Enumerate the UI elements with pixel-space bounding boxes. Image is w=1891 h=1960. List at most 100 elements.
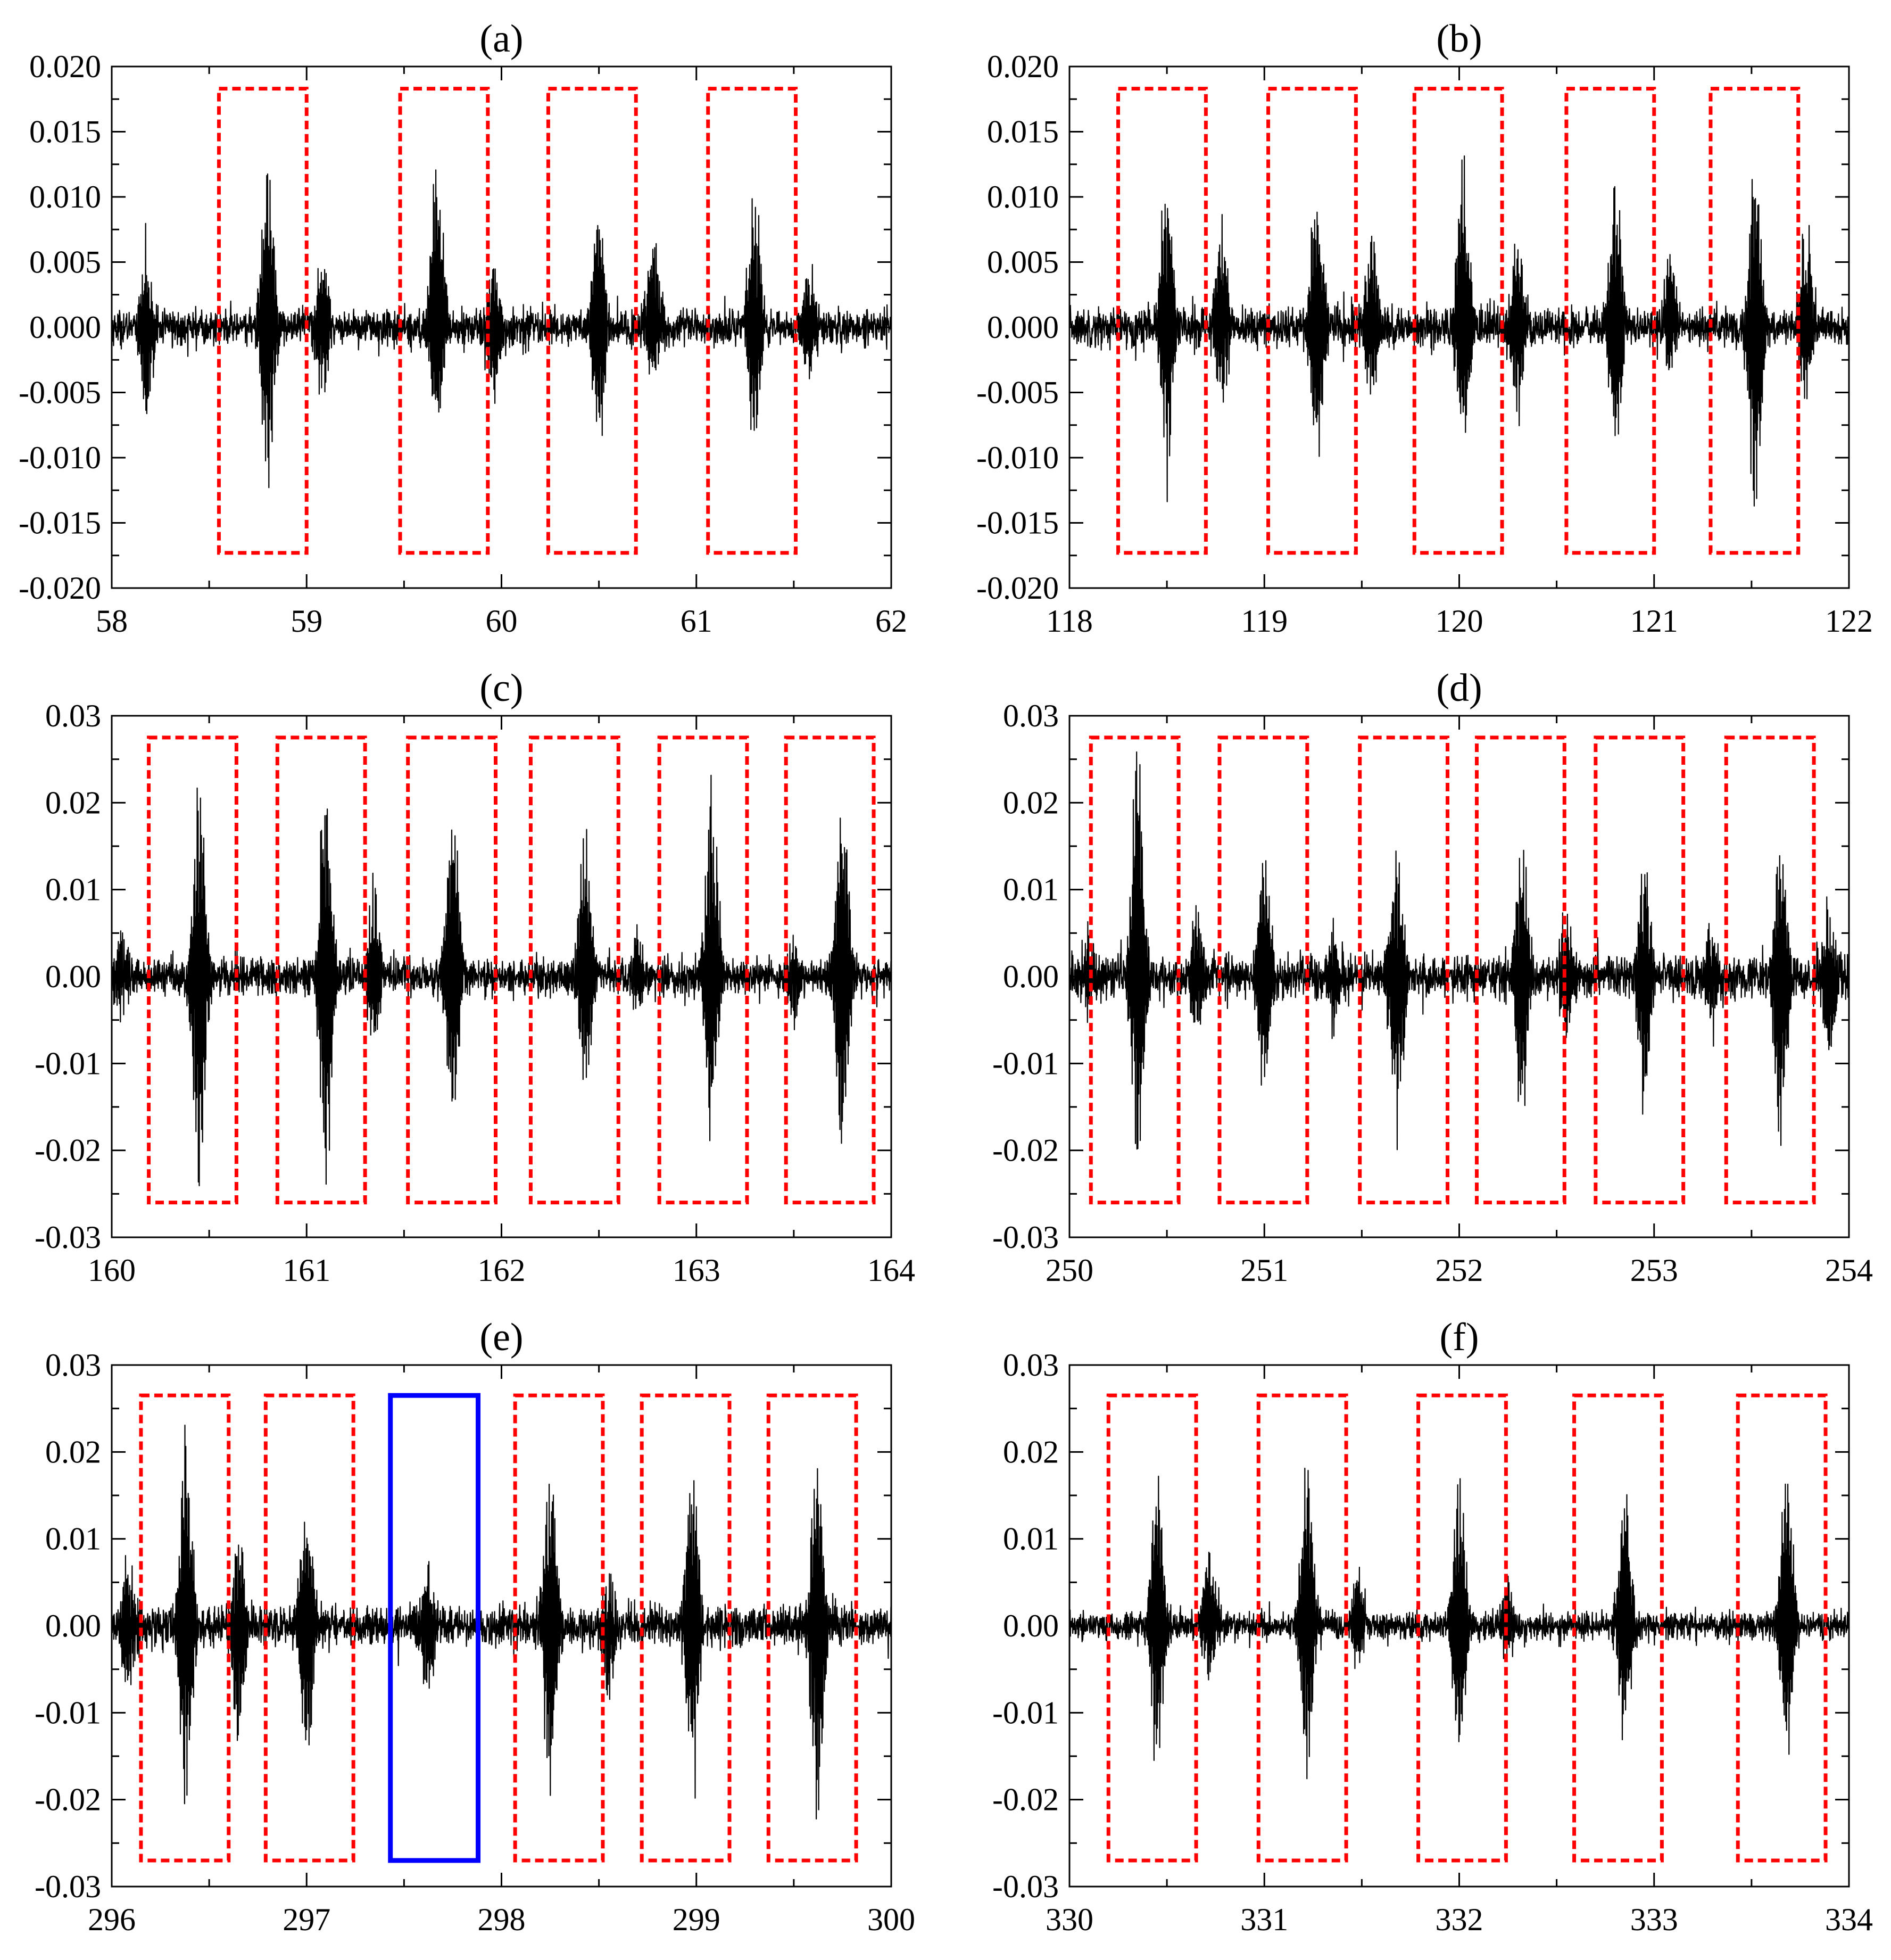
x-tick-label: 162 bbox=[478, 1253, 526, 1288]
highlight-box bbox=[546, 87, 638, 555]
highlight-box bbox=[1256, 1393, 1348, 1863]
panel-title: (a) bbox=[479, 17, 523, 61]
highlight-box bbox=[1474, 735, 1566, 1205]
x-tick-label: 296 bbox=[88, 1902, 136, 1937]
y-tick-label: 0.03 bbox=[45, 1347, 101, 1383]
y-tick-label: 0.010 bbox=[29, 179, 101, 214]
y-tick-label: -0.02 bbox=[992, 1133, 1059, 1168]
y-tick-label: -0.005 bbox=[19, 375, 101, 410]
y-tick-label: -0.02 bbox=[35, 1133, 101, 1168]
y-tick-label: -0.015 bbox=[19, 506, 101, 541]
highlight-box bbox=[1708, 87, 1801, 555]
panel-e: -0.03 -0.02 -0.01 0.00 0.01 0.02 0.03 296 297 298… bbox=[35, 1316, 915, 1937]
highlight-box bbox=[1594, 735, 1686, 1205]
y-tick-label: -0.010 bbox=[976, 440, 1059, 475]
y-tick-label: 0.01 bbox=[1003, 1521, 1059, 1557]
highlight-box bbox=[1106, 1393, 1198, 1863]
x-tick-label: 300 bbox=[867, 1902, 915, 1937]
y-tick-label: -0.03 bbox=[35, 1220, 101, 1255]
x-tick-label: 298 bbox=[478, 1902, 526, 1937]
highlight-box bbox=[275, 735, 367, 1205]
signal-trace bbox=[1068, 155, 1850, 507]
highlight-box bbox=[1089, 735, 1181, 1205]
x-tick-label: 334 bbox=[1825, 1902, 1873, 1937]
signal-trace bbox=[111, 1425, 892, 1820]
x-tick-label: 164 bbox=[867, 1253, 915, 1288]
highlight-box bbox=[766, 1393, 858, 1863]
y-tick-label: 0.005 bbox=[29, 245, 101, 280]
y-tick-label: 0.00 bbox=[45, 1608, 101, 1643]
highlight-box bbox=[706, 87, 798, 555]
x-tick-label: 60 bbox=[486, 603, 518, 639]
y-tick-label: -0.03 bbox=[992, 1869, 1059, 1904]
y-tick-label: -0.01 bbox=[992, 1695, 1059, 1730]
highlight-box bbox=[528, 735, 620, 1205]
y-tick-label: -0.015 bbox=[976, 506, 1059, 541]
y-tick-label: 0.00 bbox=[1003, 959, 1059, 994]
highlight-box bbox=[1116, 87, 1208, 555]
y-tick-label: -0.010 bbox=[19, 440, 101, 475]
highlight-box bbox=[1266, 87, 1358, 555]
y-tick-label: 0.02 bbox=[1003, 1434, 1059, 1469]
panel-d: -0.03 -0.02 -0.01 0.00 0.01 0.02 0.03 250 251 252… bbox=[992, 666, 1873, 1288]
highlight-box bbox=[1736, 1393, 1828, 1863]
x-tick-label: 333 bbox=[1630, 1902, 1678, 1937]
y-tick-label: 0.020 bbox=[29, 49, 101, 84]
y-tick-label: -0.01 bbox=[35, 1695, 101, 1730]
highlight-box bbox=[1416, 1393, 1508, 1863]
y-tick-label: -0.020 bbox=[19, 570, 101, 606]
signal-trace bbox=[1068, 751, 1850, 1151]
anomaly-box bbox=[388, 1393, 481, 1863]
x-tick-label: 253 bbox=[1630, 1253, 1678, 1288]
x-tick-label: 331 bbox=[1240, 1902, 1288, 1937]
highlight-box bbox=[139, 1393, 231, 1863]
signal-trace bbox=[1068, 1467, 1850, 1780]
y-tick-label: 0.010 bbox=[987, 179, 1059, 214]
x-tick-label: 297 bbox=[283, 1902, 330, 1937]
highlight-box bbox=[657, 735, 749, 1205]
x-tick-label: 161 bbox=[283, 1253, 330, 1288]
x-tick-label: 59 bbox=[291, 603, 322, 639]
panel-b: -0.020 -0.015 -0.010 -0.005 0.000 0.005 0.010 0… bbox=[976, 17, 1873, 639]
panel-a: -0.020 -0.015 -0.010 -0.005 0.000 0.005 0.010 0… bbox=[19, 17, 907, 639]
y-tick-label: 0.02 bbox=[45, 1434, 101, 1469]
x-tick-label: 299 bbox=[673, 1902, 720, 1937]
highlight-box bbox=[1412, 87, 1504, 555]
y-tick-label: -0.020 bbox=[976, 570, 1059, 606]
x-tick-label: 250 bbox=[1046, 1253, 1093, 1288]
x-tick-label: 61 bbox=[681, 603, 712, 639]
y-tick-label: 0.000 bbox=[29, 310, 101, 345]
highlight-box bbox=[1572, 1393, 1664, 1863]
x-tick-label: 163 bbox=[673, 1253, 720, 1288]
y-tick-label: 0.000 bbox=[987, 310, 1059, 345]
panel-title: (c) bbox=[479, 666, 523, 710]
y-tick-label: 0.00 bbox=[1003, 1608, 1059, 1643]
x-tick-label: 62 bbox=[875, 603, 907, 639]
highlight-box bbox=[1217, 735, 1309, 1205]
y-tick-label: 0.015 bbox=[987, 114, 1059, 150]
y-tick-label: 0.03 bbox=[1003, 698, 1059, 733]
x-tick-label: 120 bbox=[1436, 603, 1483, 639]
y-tick-label: 0.02 bbox=[45, 785, 101, 820]
highlight-box bbox=[1724, 735, 1816, 1205]
x-tick-label: 252 bbox=[1436, 1253, 1483, 1288]
y-tick-label: 0.02 bbox=[1003, 785, 1059, 820]
highlight-box bbox=[1358, 735, 1450, 1205]
x-tick-label: 121 bbox=[1630, 603, 1678, 639]
highlight-box bbox=[263, 1393, 355, 1863]
signal-trace bbox=[111, 169, 892, 489]
y-tick-label: -0.01 bbox=[35, 1046, 101, 1081]
x-tick-label: 251 bbox=[1240, 1253, 1288, 1288]
signal-trace bbox=[111, 774, 892, 1187]
panel-title: (f) bbox=[1440, 1316, 1479, 1359]
highlight-box bbox=[217, 87, 309, 555]
highlight-box bbox=[1564, 87, 1656, 555]
y-tick-label: 0.005 bbox=[987, 245, 1059, 280]
y-tick-label: -0.005 bbox=[976, 375, 1059, 410]
highlight-box bbox=[147, 735, 238, 1205]
y-tick-label: 0.020 bbox=[987, 49, 1059, 84]
highlight-box bbox=[784, 735, 876, 1205]
y-tick-label: 0.00 bbox=[45, 959, 101, 994]
x-tick-label: 119 bbox=[1241, 603, 1288, 639]
